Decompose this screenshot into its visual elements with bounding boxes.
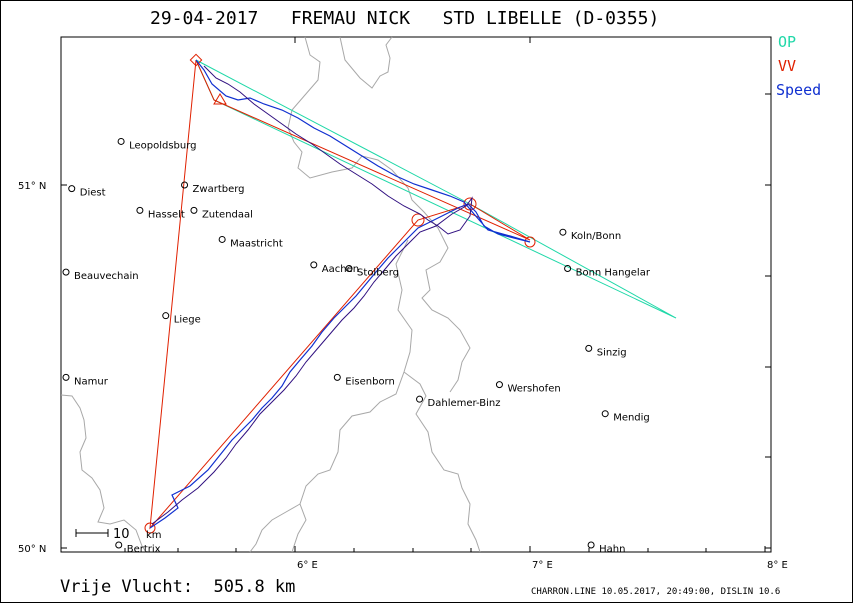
place-marker <box>117 137 125 145</box>
lon-tick-label: 7° E <box>532 560 553 571</box>
place-label: Leopoldsburg <box>129 140 196 151</box>
axis-ticks <box>61 37 771 552</box>
vv-turnpoint-triangle <box>213 93 227 105</box>
place-label: Maastricht <box>230 238 283 249</box>
legend-vv: VV <box>778 57 797 75</box>
vv-turnpoint-start <box>144 522 156 534</box>
place-marker <box>115 541 123 549</box>
place-label: Sinzig <box>597 347 627 358</box>
place-label: Liege <box>174 315 201 326</box>
place-marker <box>136 206 144 214</box>
vv-turnpoint-4 <box>524 236 536 248</box>
place-marker <box>585 344 593 352</box>
place-marker <box>416 395 424 403</box>
place-label: Aachen <box>322 264 359 275</box>
scale-bar: 10 km <box>75 527 162 542</box>
scale-bar-unit: km <box>146 530 162 541</box>
place-marker <box>345 264 353 272</box>
place-label: Mendig <box>613 413 650 424</box>
legend-speed: Speed <box>776 81 822 99</box>
legend-op: OP <box>778 33 797 51</box>
lat-tick-label: 50° N <box>18 544 46 555</box>
place-label: Dahlemer-Binz <box>428 398 501 409</box>
vv-route-line <box>149 59 531 530</box>
vv-turnpoint-2 <box>411 213 425 227</box>
place-label: Hasselt <box>148 209 185 220</box>
place-label: Wershofen <box>507 384 560 395</box>
flight-track-outbound <box>149 59 531 529</box>
border-lux-de <box>403 371 481 553</box>
place-label: Zutendaal <box>202 209 253 220</box>
place-label: Beauvechain <box>74 271 139 282</box>
scale-bar-value: 10 <box>113 527 130 542</box>
place-label: Hahn <box>599 544 625 555</box>
place-marker <box>310 261 318 269</box>
country-borders <box>60 36 481 553</box>
place-label: Diest <box>80 188 106 199</box>
place-markers: Leopoldsburg Diest Zwartberg Hasselt Zutenda… <box>62 137 651 555</box>
place-marker <box>181 181 189 189</box>
place-label: Eisenborn <box>345 376 395 387</box>
place-marker <box>218 235 226 243</box>
lon-tick-label: 8° E <box>767 560 788 571</box>
place-marker <box>601 410 609 418</box>
place-marker <box>190 206 198 214</box>
place-label: Bonn Hangelar <box>576 267 651 278</box>
place-label: Zwartberg <box>193 184 245 195</box>
place-marker <box>162 312 170 320</box>
place-label: Stolberg <box>357 267 399 278</box>
place-marker <box>62 373 70 381</box>
border-be-fr <box>60 394 147 553</box>
op-route-line <box>195 59 677 319</box>
place-marker <box>559 228 567 236</box>
place-marker <box>495 381 503 389</box>
lon-tick-label: 6° E <box>297 560 318 571</box>
place-marker <box>564 264 572 272</box>
map-plot-area <box>60 36 772 553</box>
place-marker <box>68 185 76 193</box>
place-marker <box>587 541 595 549</box>
border-fr-lux <box>249 503 301 553</box>
place-marker <box>62 268 70 276</box>
place-label: Koln/Bonn <box>571 231 621 242</box>
border-nl-be-de <box>287 36 471 393</box>
border-be-lux <box>291 239 413 553</box>
border-nl-de-north <box>339 36 393 89</box>
lat-tick-label: 51° N <box>18 181 46 192</box>
axis-tick-labels: 6° E 7° E 8° E 51° N 50° N <box>18 181 788 571</box>
free-flight-distance: Vrije Vlucht: 505.8 km <box>60 577 296 597</box>
place-label: Namur <box>74 376 109 387</box>
place-label: Bertrix <box>127 544 161 555</box>
flight-track-return <box>151 65 473 525</box>
footer-credit: CHARRON.LINE 10.05.2017, 20:49:00, DISLI… <box>531 587 781 597</box>
place-marker <box>333 373 341 381</box>
flight-title: 29-04-2017 FREMAU NICK STD LIBELLE (D-03… <box>150 8 660 29</box>
